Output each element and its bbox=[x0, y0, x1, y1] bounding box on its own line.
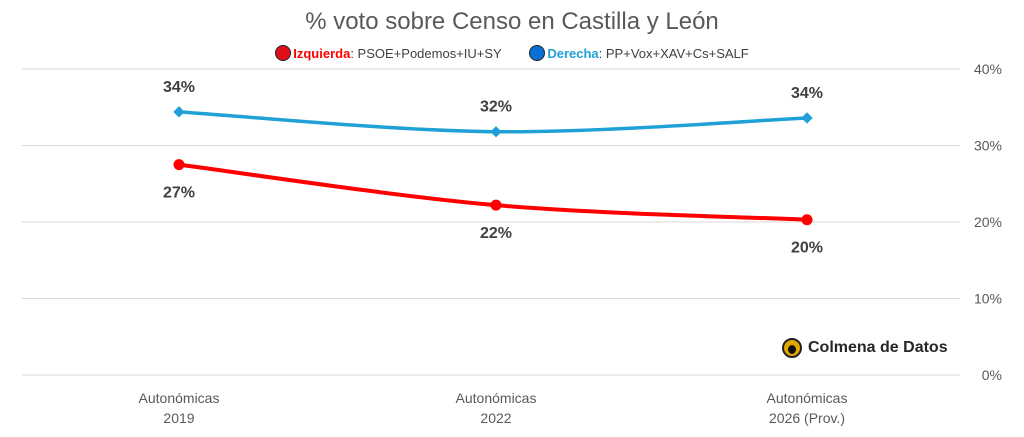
y-tick-label: 20% bbox=[974, 214, 1002, 230]
legend-name: Derecha bbox=[547, 45, 599, 61]
series-line-izquierda bbox=[178, 162, 808, 222]
legend-name: Izquierda bbox=[293, 45, 351, 61]
legend-detail: : PSOE+Podemos+IU+SY bbox=[350, 45, 502, 61]
legend-item-izquierda: Izquierda : PSOE+Podemos+IU+SY bbox=[275, 45, 502, 61]
legend-item-derecha: Derecha : PP+Vox+XAV+Cs+SALF bbox=[529, 45, 749, 61]
legend-detail: : PP+Vox+XAV+Cs+SALF bbox=[598, 45, 749, 61]
data-point bbox=[801, 214, 813, 226]
data-point bbox=[173, 159, 185, 171]
data-label: 22% bbox=[480, 225, 512, 242]
data-point bbox=[801, 112, 813, 124]
y-tick-label: 0% bbox=[982, 367, 1002, 383]
watermark-text: Colmena de Datos bbox=[808, 339, 948, 356]
data-point bbox=[490, 199, 502, 211]
watermark-logo: Colmena de Datos bbox=[782, 338, 948, 358]
y-tick-label: 40% bbox=[974, 61, 1002, 77]
y-tick-label: 10% bbox=[974, 291, 1002, 307]
data-label: 20% bbox=[791, 240, 823, 257]
data-label: 34% bbox=[791, 85, 823, 102]
bee-icon bbox=[782, 338, 802, 358]
data-point bbox=[490, 126, 502, 138]
data-label: 34% bbox=[163, 79, 195, 96]
x-tick-label: Autonómicas bbox=[767, 390, 848, 406]
y-tick-label: 30% bbox=[974, 138, 1002, 154]
legend-marker-izquierda bbox=[275, 45, 292, 61]
x-tick-label: Autonómicas bbox=[456, 390, 537, 406]
legend-marker-derecha bbox=[529, 45, 546, 61]
x-tick-label: 2022 bbox=[480, 410, 511, 426]
data-label: 32% bbox=[480, 99, 512, 116]
data-point bbox=[173, 106, 185, 118]
x-tick-label: Autonómicas bbox=[139, 390, 220, 406]
chart-title: % voto sobre Censo en Castilla y León bbox=[305, 8, 719, 35]
x-tick-label: 2019 bbox=[163, 410, 194, 426]
x-tick-label: 2026 (Prov.) bbox=[769, 410, 845, 426]
legend: Izquierda : PSOE+Podemos+IU+SY Derecha :… bbox=[0, 45, 1024, 64]
data-label: 27% bbox=[163, 185, 195, 202]
